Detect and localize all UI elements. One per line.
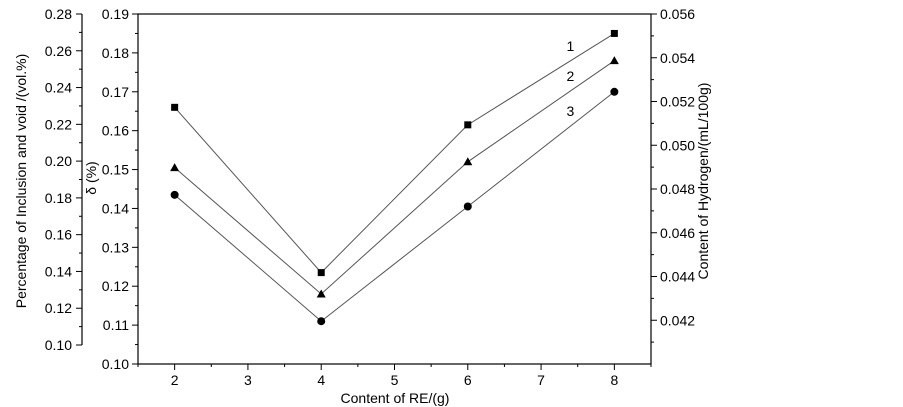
series-3-circle-point [463,202,472,211]
x-tick-label: 4 [317,372,325,388]
left-inner-tick-label: 0.11 [103,317,129,333]
left-outer-tick-label: 0.28 [45,6,72,22]
series-3-circle-point [610,87,619,96]
left-inner-tick-label: 0.15 [102,162,129,178]
x-tick-label: 5 [391,372,399,388]
left-inner-tick-label: 0.13 [102,239,129,255]
series-3-label: 3 [566,103,574,119]
x-tick-label: 6 [464,372,472,388]
left-inner-tick-label: 0.19 [102,6,129,22]
right-tick-label: 0.044 [660,269,695,285]
right-tick-label: 0.046 [660,225,695,241]
left-inner-tick-label: 0.16 [102,123,129,139]
right-tick-label: 0.050 [660,137,695,153]
series-2-triangle-point [170,163,180,172]
series-1-label: 1 [566,38,574,54]
series-1-square-point [610,29,618,37]
plot-frame [137,13,652,365]
right-tick-label: 0.056 [660,6,695,22]
series-2-label: 2 [566,68,574,84]
left-inner-tick-label: 0.10 [102,356,129,372]
left-outer-axis-title: Percentage of Inclusion and void /(vol.%… [13,54,29,308]
left-outer-tick-label: 0.26 [45,43,72,59]
left-inner-tick-label: 0.17 [102,84,129,100]
series-1-square-point [317,269,325,277]
left-inner-tick-label: 0.12 [102,278,129,294]
left-outer-tick-label: 0.14 [45,263,72,279]
right-tick-label: 0.048 [660,181,695,197]
x-tick-label: 8 [610,372,618,388]
left-inner-tick-label: 0.18 [102,45,129,61]
x-axis-title: Content of RE/(g) [341,390,450,406]
right-tick-label: 0.054 [660,50,695,66]
series-3-circle-point [317,317,326,326]
left-outer-tick-label: 0.18 [45,190,72,206]
series-2-triangle-point [609,56,619,65]
series-2-line [174,60,615,295]
left-outer-tick-label: 0.22 [45,116,72,132]
right-tick-label: 0.052 [660,94,695,110]
series-2-triangle-point [316,289,326,298]
left-inner-axis-title: δ (%) [83,161,99,194]
left-inner-tick-label: 0.14 [102,200,129,216]
left-outer-tick-label: 0.20 [45,153,72,169]
series-1-square-point [464,121,472,129]
left-outer-tick-label: 0.10 [45,337,72,353]
series-3-circle-point [170,190,179,199]
x-tick-label: 2 [171,372,179,388]
right-tick-label: 0.042 [660,312,695,328]
right-axis-title: Content of Hydrogen/(mL/100g) [695,83,711,280]
series-1-line [174,33,615,274]
left-outer-tick-label: 0.16 [45,227,72,243]
series-2-triangle-point [463,157,473,166]
left-outer-tick-label: 0.24 [45,80,72,96]
series-1-square-point [171,103,179,111]
left-outer-tick-label: 0.12 [45,300,72,316]
x-tick-label: 7 [537,372,545,388]
series-3-line [174,91,615,322]
x-tick-label: 3 [244,372,252,388]
